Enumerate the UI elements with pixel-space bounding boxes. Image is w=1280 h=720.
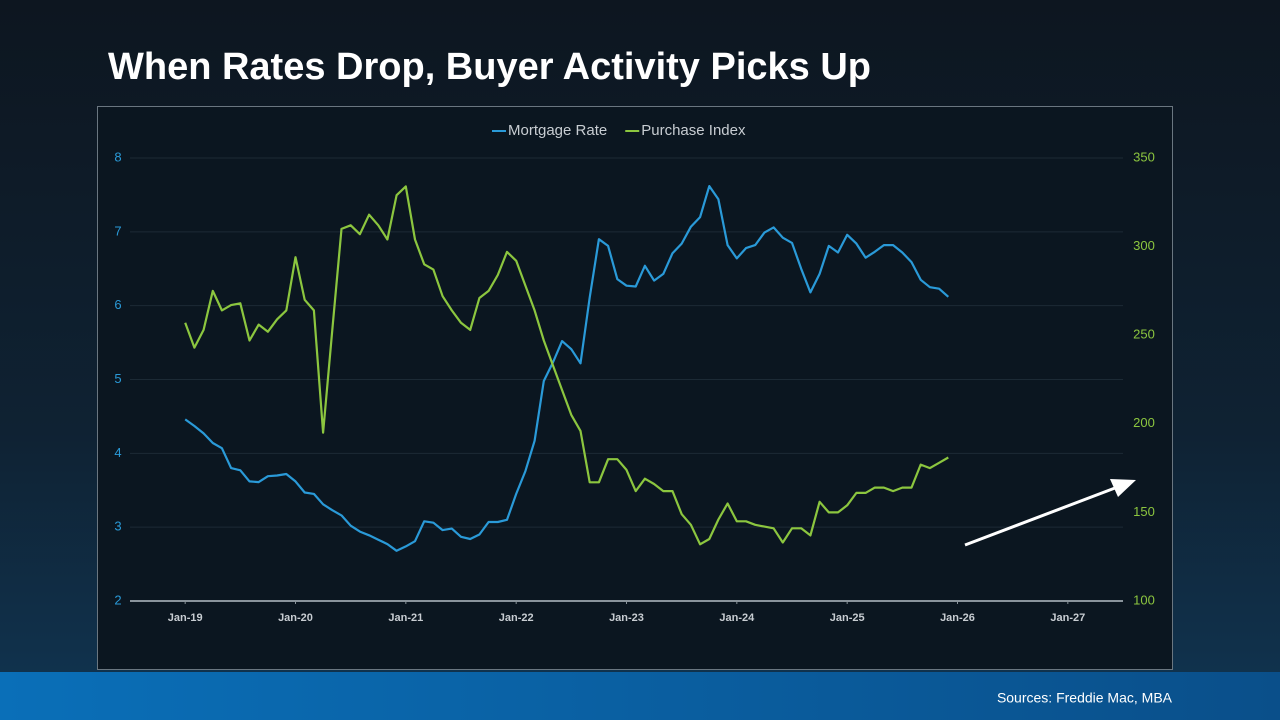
y2-tick-label: 100 xyxy=(1133,592,1155,607)
slide-title: When Rates Drop, Buyer Activity Picks Up xyxy=(108,46,871,88)
y-tick-label: 5 xyxy=(114,371,121,386)
y2-tick-label: 250 xyxy=(1133,327,1155,342)
footer-bar xyxy=(0,672,1280,720)
series-line xyxy=(184,185,950,552)
y-tick-label: 4 xyxy=(114,445,121,460)
y-tick-label: 3 xyxy=(114,519,121,534)
x-tick-label: Jan-27 xyxy=(1050,612,1085,624)
plot: 2 3 4 5 6 7 8 100 150 200 250 300 350 Jan-19 Jan-20 Jan… xyxy=(114,122,1154,624)
y2-tick-label: 200 xyxy=(1133,415,1155,430)
x-tick-label: Jan-22 xyxy=(499,612,534,624)
series-line xyxy=(184,185,949,546)
x-tick-label: Jan-21 xyxy=(388,612,423,624)
plot-frame xyxy=(97,106,1173,670)
legend-label: Purchase Index xyxy=(641,122,746,139)
x-tick-label: Jan-26 xyxy=(940,612,975,624)
y2-tick-label: 150 xyxy=(1133,504,1155,519)
y-tick-label: 7 xyxy=(114,223,121,238)
trend-arrow xyxy=(964,479,1136,547)
y-tick-label: 2 xyxy=(114,592,121,607)
x-tick-label: Jan-20 xyxy=(278,612,313,624)
x-tick-label: Jan-19 xyxy=(168,612,203,624)
y2-tick-label: 300 xyxy=(1133,238,1155,253)
x-tick-label: Jan-23 xyxy=(609,612,644,624)
y-tick-label: 6 xyxy=(114,297,121,312)
legend-label: Mortgage Rate xyxy=(508,122,607,139)
x-tick-label: Jan-24 xyxy=(719,612,755,624)
y2-tick-label: 350 xyxy=(1133,149,1155,164)
y-tick-label: 8 xyxy=(114,149,121,164)
source: Sources: Freddie Mac, MBA xyxy=(997,690,1173,706)
x-tick-label: Jan-25 xyxy=(830,612,865,624)
